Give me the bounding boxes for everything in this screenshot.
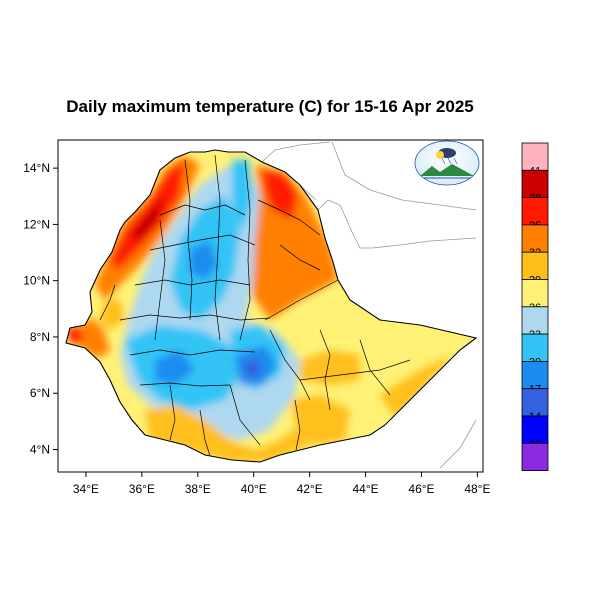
lat-tick-label: 4°N <box>30 442 50 456</box>
colorbar-swatch <box>521 224 549 253</box>
svg-text:· · · · · · · · ·: · · · · · · · · · <box>439 180 455 184</box>
ethiopia-outline <box>65 149 478 463</box>
axis-ticks: 34°E 36°E 38°E 40°E 42°E 44°E 46°E 48°E 14°N 12°N… <box>23 161 490 496</box>
lon-tick-label: 34°E <box>73 482 99 496</box>
lon-tick-label: 42°E <box>297 482 323 496</box>
temperature-field <box>66 150 476 462</box>
lat-tick-label: 6°N <box>30 386 50 400</box>
lon-tick-label: 44°E <box>352 482 378 496</box>
colorbar-swatch <box>521 415 549 444</box>
colorbar-swatch <box>521 197 549 226</box>
admin-boundaries <box>99 154 411 457</box>
lon-tick-label: 40°E <box>241 482 267 496</box>
lat-tick-label: 14°N <box>23 161 50 175</box>
colorbar-swatch <box>521 360 549 390</box>
lon-tick-label: 36°E <box>129 482 155 496</box>
colorbar-swatch <box>521 388 549 417</box>
lon-tick-label: 38°E <box>185 482 211 496</box>
lat-tick-label: 8°N <box>30 330 50 344</box>
lon-tick-label: 46°E <box>408 482 434 496</box>
ethiopian-meteorology-institute-logo: · · · · · · · · · <box>414 140 480 186</box>
neighbor-borders <box>261 141 477 469</box>
colorbar-swatch <box>521 251 549 280</box>
colorbar-swatch <box>521 142 549 171</box>
colorbar: 4138353229262320171411 <box>521 142 549 471</box>
lon-tick-label: 48°E <box>464 482 490 496</box>
colorbar-swatch <box>521 442 549 471</box>
chart-title: Daily maximum temperature (C) for 15-16 … <box>66 97 474 116</box>
lat-tick-label: 10°N <box>23 274 50 288</box>
lat-tick-label: 12°N <box>23 217 50 231</box>
